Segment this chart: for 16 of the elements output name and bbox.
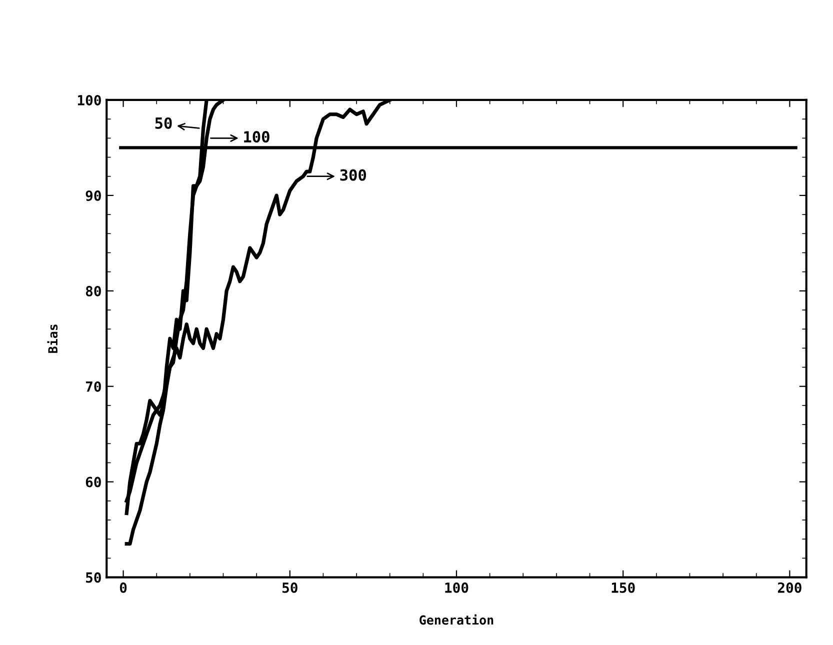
x-axis-title: Generation: [420, 614, 494, 625]
y-tick-label: 100: [78, 94, 101, 106]
x-tick-label: 0: [120, 582, 127, 593]
legend-label: 100: [244, 131, 270, 143]
y-tick-label: 90: [86, 190, 101, 201]
text: 50: [155, 117, 172, 129]
x-tick-label: 100: [445, 582, 468, 593]
y-tick-label: 80: [86, 286, 101, 296]
x-tick-label: 150: [612, 582, 635, 593]
x-tick-label: 200: [778, 582, 802, 593]
x-tick-label: 50: [282, 582, 298, 593]
y-axis-title: Bias: [47, 324, 58, 353]
legend-label: 300: [340, 169, 366, 181]
y-tick-label: 50: [86, 572, 101, 583]
y-tick-label: 60: [86, 476, 101, 488]
y-tick-label: 70: [86, 381, 101, 392]
